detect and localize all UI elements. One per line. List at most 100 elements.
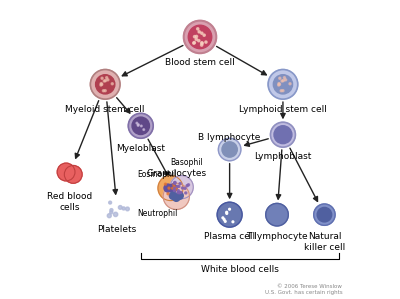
Circle shape [163,183,189,210]
Circle shape [274,126,292,144]
Circle shape [118,205,122,209]
Circle shape [107,79,109,81]
Circle shape [279,77,281,79]
Circle shape [138,124,139,125]
Circle shape [314,204,335,225]
Circle shape [110,209,113,212]
Circle shape [168,187,170,189]
Circle shape [103,80,105,82]
Circle shape [317,208,332,222]
Text: Platelets: Platelets [98,225,137,234]
Circle shape [193,42,196,44]
Text: Neutrophil: Neutrophil [137,209,177,218]
Circle shape [229,208,230,210]
Circle shape [102,90,104,92]
Circle shape [178,192,180,194]
Circle shape [273,75,292,94]
Circle shape [110,211,113,214]
Circle shape [136,122,138,124]
Circle shape [198,31,200,33]
Circle shape [266,203,288,226]
Circle shape [179,183,181,185]
Circle shape [194,36,196,38]
Circle shape [217,202,242,227]
Circle shape [158,176,183,201]
Circle shape [278,83,280,86]
Circle shape [174,182,176,184]
Circle shape [96,75,115,94]
Circle shape [177,190,180,192]
Circle shape [226,211,228,213]
Circle shape [173,190,176,192]
Circle shape [172,187,174,189]
Text: Blood stem cell: Blood stem cell [165,58,235,67]
Text: Lymphoblast: Lymphoblast [254,152,312,161]
Circle shape [180,191,182,193]
Circle shape [281,80,283,82]
Circle shape [101,77,103,79]
Circle shape [140,125,142,127]
Circle shape [177,191,179,193]
Circle shape [122,207,125,210]
Circle shape [278,83,280,85]
Text: White blood cells: White blood cells [201,265,279,274]
Text: Granulocytes: Granulocytes [146,169,206,178]
Circle shape [282,80,284,82]
Circle shape [201,42,203,44]
Text: Red blood
cells: Red blood cells [47,193,92,212]
Text: B lymphocyte: B lymphocyte [198,133,261,142]
Circle shape [224,220,226,222]
Circle shape [222,142,237,157]
Circle shape [182,187,184,189]
Circle shape [218,138,241,161]
Circle shape [57,163,75,181]
Text: T lymphocyte: T lymphocyte [246,232,308,241]
Circle shape [167,193,169,195]
Circle shape [170,176,193,199]
Circle shape [164,183,166,185]
Circle shape [104,80,106,82]
Circle shape [176,187,178,189]
Circle shape [268,70,298,99]
Circle shape [184,187,186,189]
Circle shape [178,185,180,187]
Circle shape [185,192,187,194]
Circle shape [174,182,176,184]
Circle shape [174,187,176,189]
Circle shape [283,77,286,79]
Circle shape [195,35,198,38]
Circle shape [284,79,287,81]
Circle shape [289,83,291,85]
Text: Eosinophil: Eosinophil [137,170,177,179]
Text: Myeloid stem cell: Myeloid stem cell [66,105,145,114]
Circle shape [193,42,195,44]
Circle shape [278,84,280,86]
Circle shape [104,90,106,92]
Circle shape [101,83,103,86]
Circle shape [132,117,150,135]
Text: Basophil: Basophil [170,158,203,167]
Circle shape [188,184,190,186]
Text: Plasma cell: Plasma cell [204,232,255,241]
Circle shape [201,32,203,34]
Circle shape [184,21,216,53]
Circle shape [173,194,180,201]
Circle shape [114,212,118,216]
Text: Myeloblast: Myeloblast [116,144,165,152]
Circle shape [186,185,188,187]
Circle shape [64,165,82,183]
Text: © 2006 Terese Winslow
U.S. Govt. has certain rights: © 2006 Terese Winslow U.S. Govt. has cer… [264,284,342,295]
Circle shape [200,44,203,46]
Circle shape [169,184,177,192]
Circle shape [203,34,205,36]
Circle shape [280,90,282,92]
Circle shape [137,125,139,126]
Circle shape [111,83,113,85]
Circle shape [173,184,175,186]
Circle shape [169,192,177,199]
Circle shape [197,28,199,30]
Circle shape [128,113,153,138]
Circle shape [232,221,234,223]
Circle shape [126,207,129,211]
Circle shape [205,41,207,43]
